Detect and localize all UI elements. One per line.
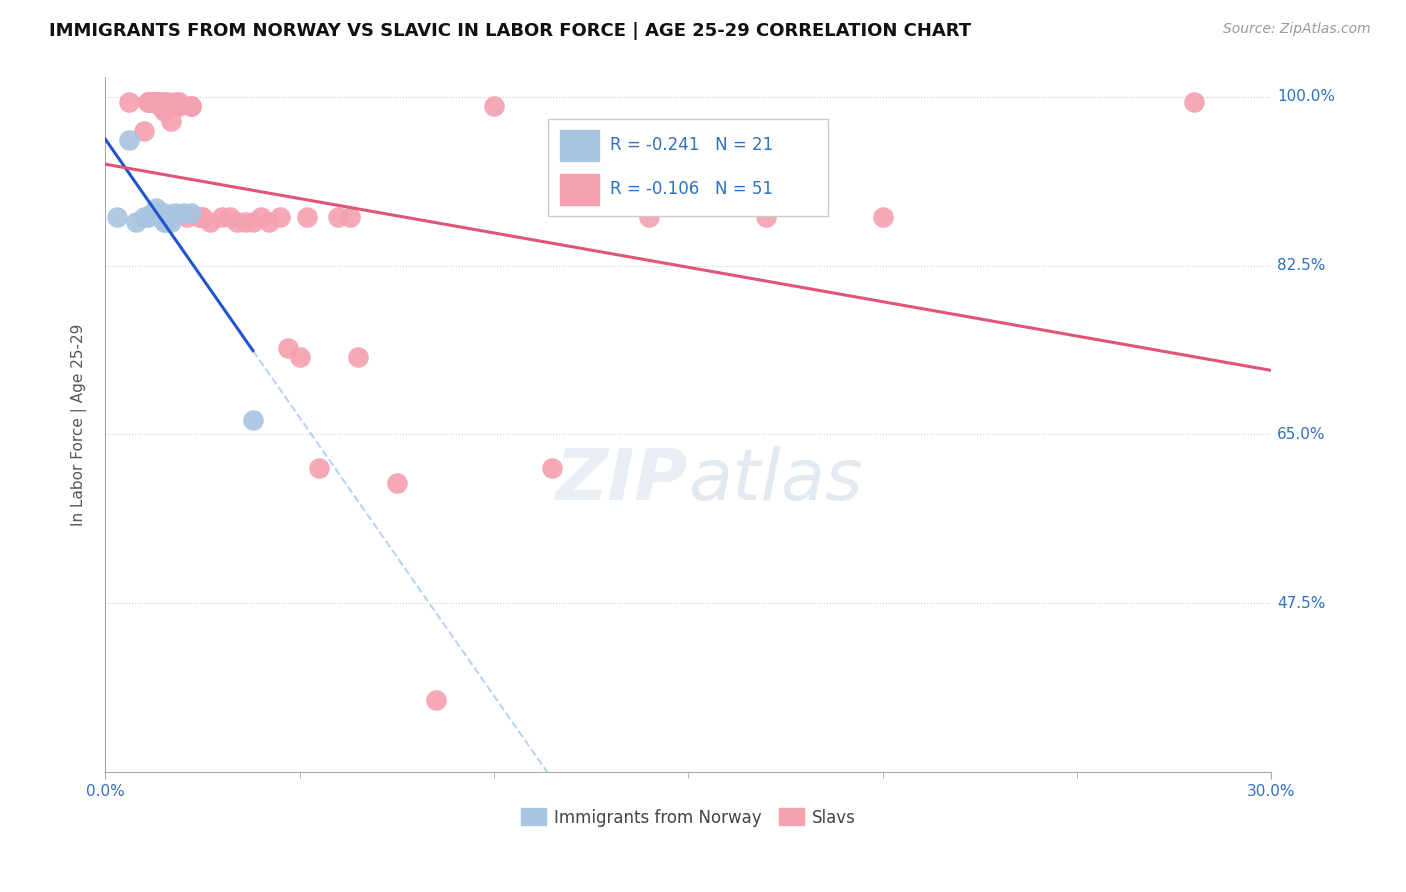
Point — [308, 461, 330, 475]
Point — [191, 211, 214, 225]
Text: 65.0%: 65.0% — [1277, 427, 1326, 442]
Point — [328, 211, 350, 225]
Point — [755, 211, 778, 225]
Point — [191, 211, 214, 225]
Point — [385, 475, 408, 490]
Point — [156, 211, 179, 225]
Point — [165, 99, 187, 113]
Point — [141, 205, 163, 219]
Point — [541, 461, 564, 475]
Point — [425, 692, 447, 706]
Point — [249, 211, 271, 225]
Point — [152, 205, 174, 219]
Point — [152, 95, 174, 109]
Text: ZIP: ZIP — [555, 446, 689, 515]
Point — [156, 215, 179, 229]
Point — [339, 211, 361, 225]
Point — [180, 99, 202, 113]
Point — [1182, 95, 1205, 109]
Point — [145, 201, 167, 215]
Point — [160, 215, 183, 229]
Point — [176, 211, 198, 225]
Point — [167, 95, 190, 109]
Point — [167, 99, 190, 113]
Point — [187, 211, 209, 225]
Point — [117, 133, 139, 147]
Point — [156, 99, 179, 113]
Point — [145, 95, 167, 109]
Point — [872, 211, 894, 225]
Point — [141, 95, 163, 109]
Point — [211, 211, 233, 225]
Point — [242, 413, 264, 427]
Point — [165, 95, 187, 109]
Y-axis label: In Labor Force | Age 25-29: In Labor Force | Age 25-29 — [72, 324, 87, 526]
Point — [226, 215, 249, 229]
Point — [482, 99, 505, 113]
Point — [180, 205, 202, 219]
Point — [125, 215, 148, 229]
Point — [218, 211, 240, 225]
Point — [180, 99, 202, 113]
Text: Source: ZipAtlas.com: Source: ZipAtlas.com — [1223, 22, 1371, 37]
Point — [165, 205, 187, 219]
Point — [172, 205, 194, 219]
Point — [347, 350, 370, 364]
Point — [160, 113, 183, 128]
Point — [200, 215, 222, 229]
Point — [136, 95, 159, 109]
Point — [149, 95, 172, 109]
Text: 47.5%: 47.5% — [1277, 596, 1326, 611]
Point — [257, 215, 280, 229]
Point — [134, 123, 156, 137]
Point — [242, 215, 264, 229]
Point — [145, 95, 167, 109]
Point — [105, 211, 128, 225]
Legend: Immigrants from Norway, Slavs: Immigrants from Norway, Slavs — [515, 802, 862, 833]
Point — [149, 211, 172, 225]
Point — [152, 215, 174, 229]
Text: 82.5%: 82.5% — [1277, 258, 1326, 273]
Point — [145, 205, 167, 219]
Point — [136, 211, 159, 225]
Point — [277, 341, 299, 355]
Point — [134, 211, 156, 225]
Text: 100.0%: 100.0% — [1277, 89, 1336, 104]
Point — [269, 211, 291, 225]
Point — [152, 211, 174, 225]
Point — [288, 350, 311, 364]
Text: IMMIGRANTS FROM NORWAY VS SLAVIC IN LABOR FORCE | AGE 25-29 CORRELATION CHART: IMMIGRANTS FROM NORWAY VS SLAVIC IN LABO… — [49, 22, 972, 40]
Point — [149, 205, 172, 219]
Point — [141, 95, 163, 109]
Point — [145, 95, 167, 109]
Point — [297, 211, 319, 225]
Point — [152, 104, 174, 119]
Point — [233, 215, 256, 229]
Point — [638, 211, 661, 225]
Point — [117, 95, 139, 109]
Text: atlas: atlas — [689, 446, 863, 515]
Point — [141, 95, 163, 109]
Point — [160, 211, 183, 225]
Point — [149, 99, 172, 113]
Point — [156, 95, 179, 109]
Point — [136, 95, 159, 109]
